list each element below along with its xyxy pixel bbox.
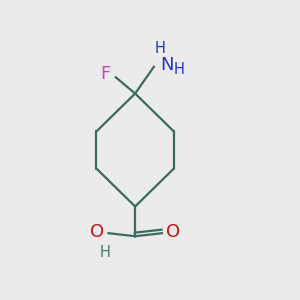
Text: H: H [174, 61, 185, 76]
Text: H: H [155, 41, 166, 56]
Text: F: F [100, 65, 110, 83]
Text: N: N [160, 56, 174, 74]
Text: H: H [100, 245, 111, 260]
Text: O: O [166, 223, 181, 241]
Text: O: O [90, 223, 104, 241]
